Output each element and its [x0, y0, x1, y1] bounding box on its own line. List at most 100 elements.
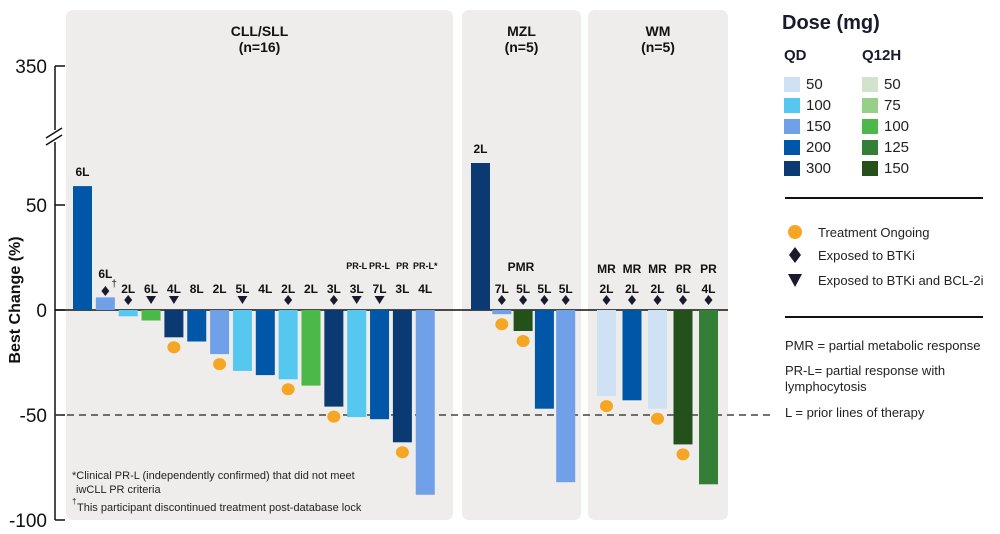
prior-lines-label: 6L: [144, 282, 158, 296]
btki-bcl2i-triangle-icon: [351, 296, 362, 304]
prior-lines-label: 2L: [213, 282, 227, 296]
prior-lines-label: 2L: [473, 142, 487, 156]
bar: [415, 310, 435, 495]
treatment-ongoing-dot: [167, 341, 181, 354]
prior-lines-label: 6L: [98, 267, 112, 281]
bar: [347, 310, 367, 418]
prior-lines-label: 2L: [121, 282, 135, 296]
response-label: PR-L: [346, 261, 367, 271]
prior-lines-label: 6L: [676, 282, 690, 296]
bar: [324, 310, 344, 407]
prior-lines-label: 6L: [75, 165, 89, 179]
swatch-label: 150: [884, 159, 910, 177]
btki-diamond-icon: [284, 295, 293, 305]
btki-diamond-icon: [653, 295, 662, 305]
legend-item-ongoing: Treatment Ongoing: [784, 222, 930, 242]
legend-swatch-row: 300: [784, 159, 831, 177]
legend-swatch-row: 100: [784, 96, 831, 114]
legend-swatch-row: 200: [784, 138, 831, 156]
legend-divider-2: [785, 316, 983, 318]
bar: [492, 310, 512, 315]
color-swatch: [784, 160, 800, 176]
prior-lines-label: 5L: [516, 282, 530, 296]
response-label: PR: [396, 261, 409, 271]
legend-item-btki-bcl2i: Exposed to BTKi and BCL-2i: [784, 270, 983, 290]
footnote-dagger-symbol: †: [72, 497, 76, 506]
treatment-ongoing-dot: [676, 448, 690, 461]
panel-title: WM: [646, 23, 671, 39]
panel-cllsll: [66, 10, 453, 520]
bar: [513, 310, 533, 331]
btki-diamond-icon: [561, 295, 570, 305]
treatment-ongoing-dot: [516, 335, 530, 347]
response-label: PR-L: [369, 261, 390, 271]
prior-lines-label: 2L: [599, 282, 613, 296]
swatch-label: 125: [884, 138, 910, 156]
legend: Dose (mg) QD Q12H 50 100 150 200 300 50 75 100…: [770, 0, 1000, 534]
legend-swatch-row: 75: [862, 96, 901, 114]
btki-diamond-icon: [101, 286, 110, 296]
panel-title: MZL: [507, 23, 536, 39]
btki-diamond-icon: [329, 295, 338, 305]
footnote-discontinued: This participant discontinued treatment …: [77, 502, 362, 514]
btki-bcl2i-triangle-icon: [237, 296, 248, 304]
btki-diamond-icon: [704, 295, 713, 305]
bar: [141, 310, 161, 321]
legend-swatch-row: 100: [862, 117, 909, 135]
legend-btki-bcl2i-label: Exposed to BTKi and BCL-2i: [818, 272, 984, 288]
response-label: MR: [648, 262, 667, 276]
legend-swatch-row: 150: [862, 159, 909, 177]
note-prl: PR-L= partial response with lymphocytosi…: [785, 363, 946, 394]
bar: [699, 310, 718, 485]
response-label: MR: [623, 262, 642, 276]
panel-n-label: (n=5): [641, 39, 675, 55]
bar: [597, 310, 616, 397]
note-pmr: PMR = partial metabolic response: [785, 338, 981, 353]
treatment-ongoing-dot: [651, 412, 664, 425]
btki-diamond-icon: [628, 295, 636, 305]
color-swatch: [784, 76, 800, 92]
bar: [370, 310, 390, 420]
legend-ongoing-label: Treatment Ongoing: [818, 224, 930, 240]
bar: [232, 310, 252, 371]
diamond-icon: [784, 245, 806, 265]
legend-swatch-row: 125: [862, 138, 909, 156]
btki-diamond-icon: [679, 295, 687, 305]
bar: [164, 310, 184, 338]
y-tick-label: -50: [20, 406, 47, 427]
bar: [471, 163, 490, 310]
swatch-label: 50: [806, 75, 823, 93]
response-label: PR: [700, 262, 717, 276]
prior-lines-label: 2L: [281, 282, 295, 296]
bar: [534, 310, 554, 409]
orange-dot-icon: [784, 222, 806, 242]
panel-title: CLL/SLL: [231, 23, 289, 39]
bar: [95, 297, 115, 310]
y-tick-label: 50: [26, 196, 47, 217]
color-swatch: [862, 160, 878, 176]
treatment-ongoing-dot: [213, 358, 227, 371]
prior-lines-label: 4L: [701, 282, 715, 296]
btki-bcl2i-triangle-icon: [146, 296, 157, 304]
legend-swatch-row: 50: [862, 75, 901, 93]
swatch-label: 100: [806, 96, 832, 114]
color-swatch: [862, 118, 878, 134]
treatment-ongoing-dot: [495, 318, 509, 331]
color-swatch: [784, 118, 800, 134]
btki-diamond-icon: [602, 295, 611, 305]
legend-item-btki: Exposed to BTKi: [784, 245, 915, 265]
prior-lines-label: 4L: [167, 282, 181, 296]
bar: [210, 310, 230, 355]
waterfall-chart: 350 50 0 -50 -100 Best Change (%) CLL/SLL(n=16…: [7, 10, 770, 532]
note-l: L = prior lines of therapy: [785, 405, 925, 420]
swatch-label: 75: [884, 96, 901, 114]
response-label: PR-L*: [413, 261, 438, 271]
prior-lines-label: 5L: [235, 282, 249, 296]
y-axis-title: Best Change (%): [7, 236, 24, 363]
axis-break-mark: [45, 134, 63, 146]
treatment-ongoing-dot: [395, 446, 409, 459]
prior-lines-label: 2L: [625, 282, 639, 296]
bar: [622, 310, 642, 401]
axis-break-mark: [45, 127, 63, 139]
legend-qd-header: QD: [784, 47, 807, 64]
